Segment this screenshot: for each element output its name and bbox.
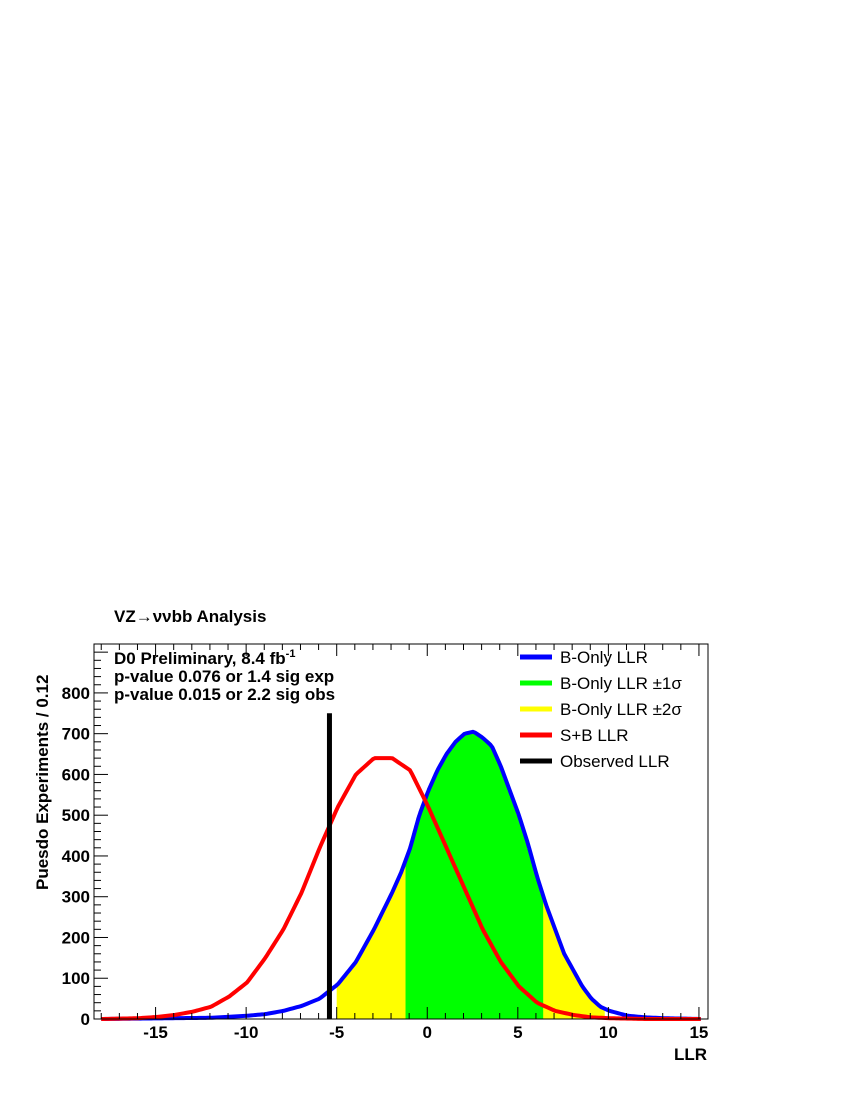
annotation-pvalue-exp: p-value 0.076 or 1.4 sig exp bbox=[114, 667, 334, 686]
x-tick-label: 10 bbox=[599, 1023, 618, 1042]
y-tick-label: 500 bbox=[62, 806, 90, 825]
y-axis: 0 100 200 300 400 500 600 700 800 bbox=[62, 643, 108, 1029]
y-tick-label: 600 bbox=[62, 765, 90, 784]
y-tick-label: 0 bbox=[81, 1010, 90, 1029]
legend: B-Only LLR B-Only LLR ±1σ B-Only LLR ±2σ S+… bbox=[520, 648, 682, 771]
y-tick-label: 700 bbox=[62, 725, 90, 744]
x-tick-label: 5 bbox=[513, 1023, 522, 1042]
legend-label: B-Only LLR ±1σ bbox=[560, 674, 682, 693]
x-tick-label: 0 bbox=[423, 1023, 432, 1042]
x-tick-label: -15 bbox=[143, 1023, 168, 1042]
series-s-plus-b bbox=[101, 756, 701, 1021]
legend-label: Observed LLR bbox=[560, 752, 670, 771]
x-axis: -15 -10 -5 0 5 10 15 bbox=[100, 644, 708, 1042]
legend-label: S+B LLR bbox=[560, 726, 629, 745]
x-tick-label: -5 bbox=[329, 1023, 344, 1042]
series-b-only bbox=[101, 729, 701, 1021]
x-tick-label: -10 bbox=[234, 1023, 259, 1042]
legend-label: B-Only LLR ±2σ bbox=[560, 700, 682, 719]
annotation-pvalue-obs: p-value 0.015 or 2.2 sig obs bbox=[114, 685, 335, 704]
annotation-lumi-text: D0 Preliminary, 8.4 fb bbox=[114, 649, 286, 668]
annotation-lumi: D0 Preliminary, 8.4 fb-1 bbox=[114, 648, 295, 668]
annotation-block: D0 Preliminary, 8.4 fb-1 p-value 0.076 o… bbox=[114, 648, 335, 704]
plot-area bbox=[101, 713, 701, 1021]
x-tick-label: 15 bbox=[689, 1023, 708, 1042]
y-tick-label: 200 bbox=[62, 928, 90, 947]
legend-label: B-Only LLR bbox=[560, 648, 648, 667]
y-tick-label: 400 bbox=[62, 847, 90, 866]
y-tick-label: 300 bbox=[62, 888, 90, 907]
band-one-sigma bbox=[405, 731, 544, 1019]
chart-title: VZ→ννbb Analysis bbox=[114, 607, 266, 626]
y-tick-label: 800 bbox=[62, 684, 90, 703]
annotation-lumi-superscript: -1 bbox=[286, 648, 296, 660]
y-axis-label: Puesdo Experiments / 0.12 bbox=[33, 675, 52, 890]
y-tick-label: 100 bbox=[62, 969, 90, 988]
x-axis-label: LLR bbox=[674, 1045, 707, 1064]
